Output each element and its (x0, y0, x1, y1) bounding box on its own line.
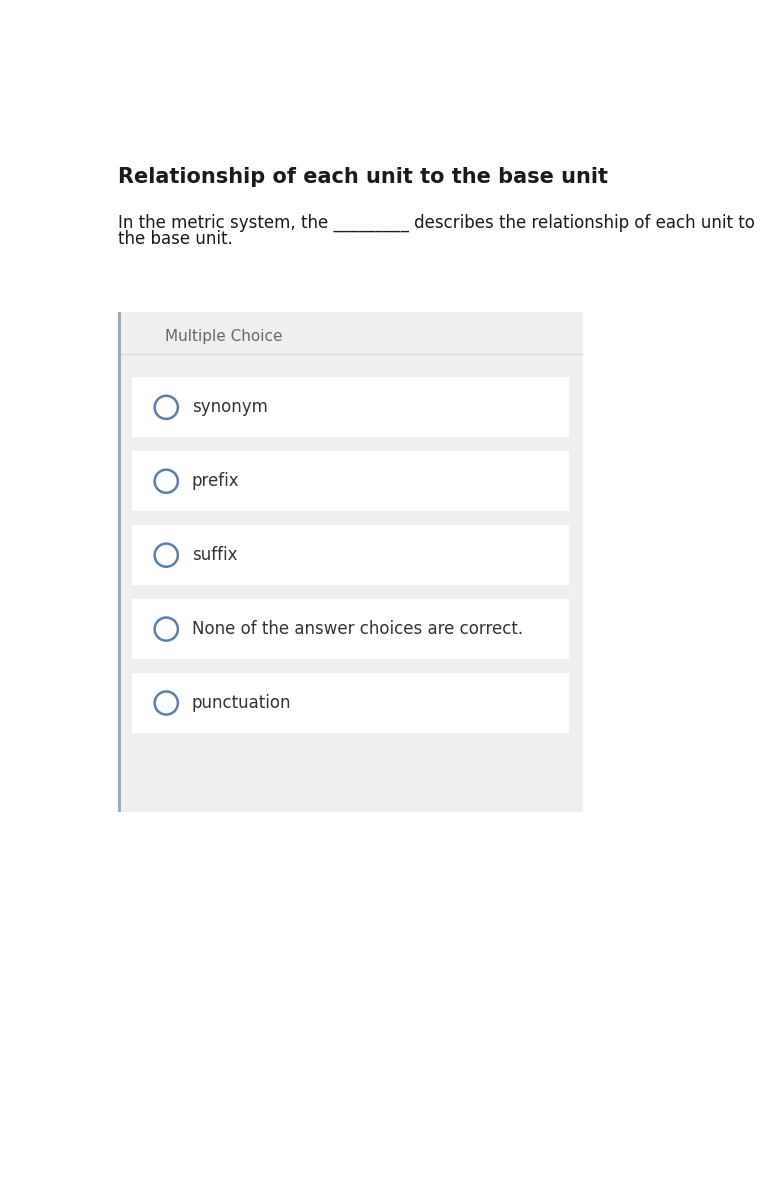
Text: synonym: synonym (191, 398, 268, 416)
Text: the base unit.: the base unit. (118, 230, 233, 248)
Text: prefix: prefix (191, 473, 239, 491)
FancyBboxPatch shape (132, 451, 569, 511)
Circle shape (154, 618, 178, 641)
Circle shape (154, 544, 178, 566)
FancyBboxPatch shape (118, 312, 583, 812)
Text: punctuation: punctuation (191, 694, 291, 712)
Circle shape (154, 691, 178, 714)
FancyBboxPatch shape (132, 599, 569, 659)
FancyBboxPatch shape (132, 673, 569, 733)
Text: Multiple Choice: Multiple Choice (164, 329, 283, 343)
Circle shape (154, 396, 178, 419)
Text: None of the answer choices are correct.: None of the answer choices are correct. (191, 620, 523, 638)
Text: suffix: suffix (191, 546, 237, 564)
Text: In the metric system, the _________ describes the relationship of each unit to: In the metric system, the _________ desc… (118, 214, 755, 232)
FancyBboxPatch shape (132, 377, 569, 437)
Text: Relationship of each unit to the base unit: Relationship of each unit to the base un… (118, 167, 608, 187)
FancyBboxPatch shape (132, 526, 569, 586)
Circle shape (154, 469, 178, 493)
FancyBboxPatch shape (118, 312, 120, 812)
